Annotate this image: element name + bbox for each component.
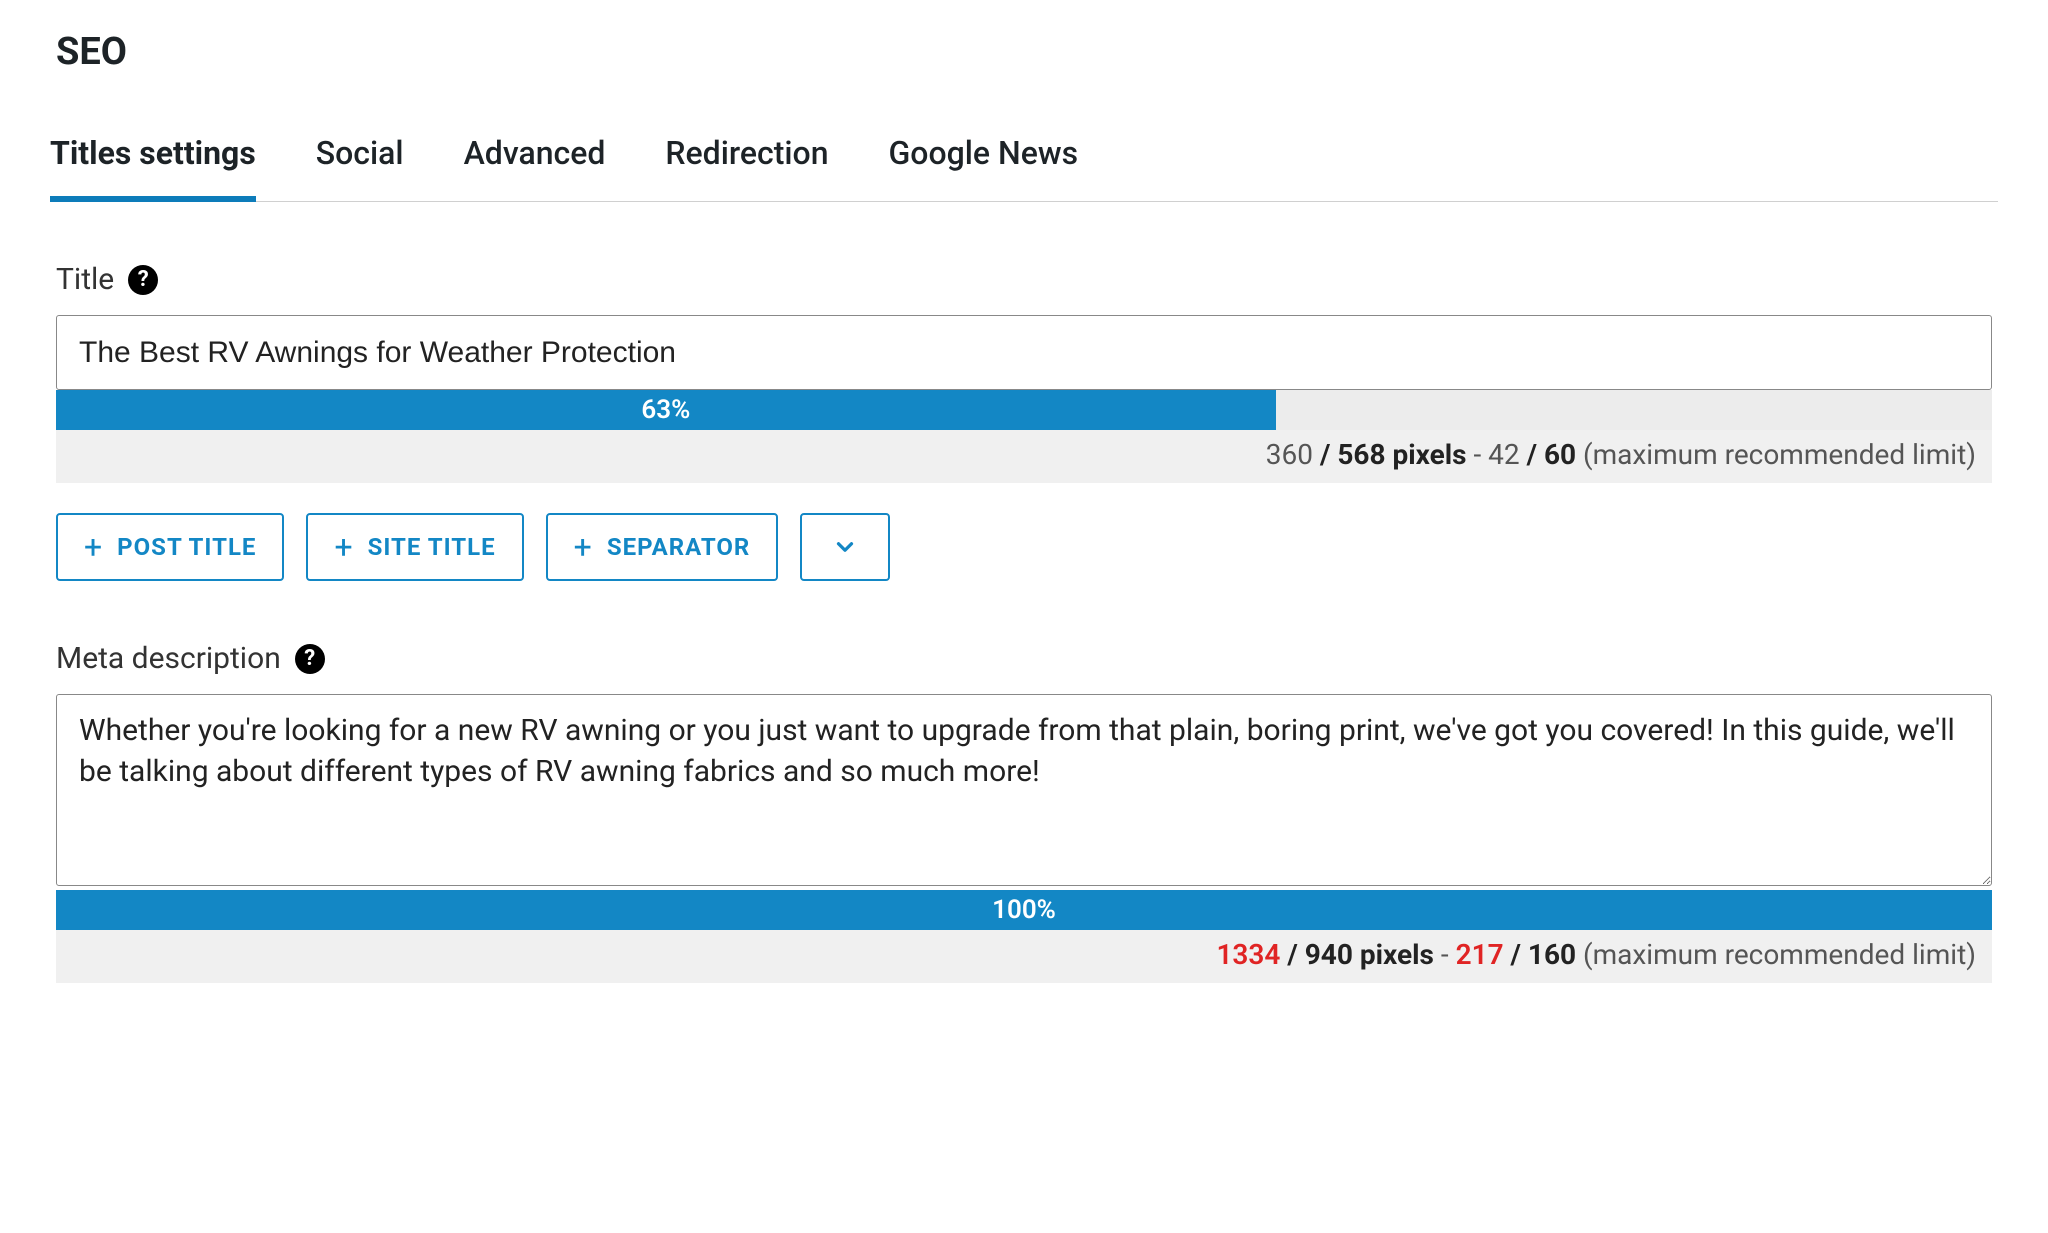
title-progress: 63% 360 / 568 pixels - 42 / 60 (maximum … (56, 390, 1992, 483)
tab-advanced[interactable]: Advanced (464, 124, 606, 202)
meta-char-max: 160 (1528, 938, 1576, 971)
meta-description-input[interactable] (56, 694, 1992, 886)
meta-section: Meta description ? 100% 1334 / 940 pixel… (50, 641, 1998, 983)
tab-titles-settings[interactable]: Titles settings (50, 124, 256, 202)
tab-redirection[interactable]: Redirection (665, 124, 828, 202)
chip-label: SEPARATOR (607, 533, 750, 561)
chip-more-dropdown[interactable] (800, 513, 890, 581)
chip-label: POST TITLE (117, 533, 256, 561)
plus-icon: + (574, 531, 593, 563)
help-icon[interactable]: ? (295, 644, 325, 674)
plus-icon: + (334, 531, 353, 563)
title-counter: 360 / 568 pixels - 42 / 60 (maximum reco… (56, 430, 1992, 483)
title-char-max: 60 (1544, 438, 1576, 471)
title-progress-label: 63% (641, 395, 690, 425)
chip-separator[interactable]: + SEPARATOR (546, 513, 779, 581)
meta-progress-track: 100% (56, 890, 1992, 930)
seo-settings-panel: SEO Titles settings Social Advanced Redi… (0, 0, 2048, 1043)
meta-progress-label: 100% (992, 895, 1056, 925)
title-char-current: 42 (1488, 438, 1519, 471)
plus-icon: + (84, 531, 103, 563)
meta-counter: 1334 / 940 pixels - 217 / 160 (maximum r… (56, 930, 1992, 983)
meta-char-current: 217 (1456, 938, 1504, 971)
title-px-current: 360 (1266, 438, 1313, 471)
meta-px-unit: pixels (1360, 938, 1434, 971)
title-section: Title ? 63% 360 / 568 pixels - 42 / 60 (… (50, 262, 1998, 581)
meta-px-current: 1334 (1216, 938, 1280, 971)
title-variable-chips: + POST TITLE + SITE TITLE + SEPARATOR (56, 513, 1992, 581)
meta-progress: 100% 1334 / 940 pixels - 217 / 160 (maxi… (56, 890, 1992, 983)
chevron-down-icon (832, 534, 858, 560)
chip-post-title[interactable]: + POST TITLE (56, 513, 284, 581)
title-progress-track: 63% (56, 390, 1992, 430)
title-px-max: 568 (1337, 438, 1385, 471)
tab-google-news[interactable]: Google News (889, 124, 1079, 202)
title-label-row: Title ? (56, 262, 1992, 297)
chip-site-title[interactable]: + SITE TITLE (306, 513, 523, 581)
title-label: Title (56, 262, 114, 297)
meta-label-row: Meta description ? (56, 641, 1992, 676)
title-limit-note: (maximum recommended limit) (1583, 438, 1976, 471)
title-input[interactable] (56, 315, 1992, 390)
meta-px-max: 940 (1305, 938, 1353, 971)
meta-label: Meta description (56, 641, 281, 676)
meta-progress-fill: 100% (56, 890, 1992, 930)
page-title: SEO (56, 30, 1998, 74)
meta-limit-note: (maximum recommended limit) (1583, 938, 1976, 971)
title-progress-fill: 63% (56, 390, 1276, 430)
tabs: Titles settings Social Advanced Redirect… (50, 124, 1998, 202)
tab-social[interactable]: Social (316, 124, 404, 202)
title-px-unit: pixels (1392, 438, 1466, 471)
chip-label: SITE TITLE (368, 533, 496, 561)
help-icon[interactable]: ? (128, 265, 158, 295)
